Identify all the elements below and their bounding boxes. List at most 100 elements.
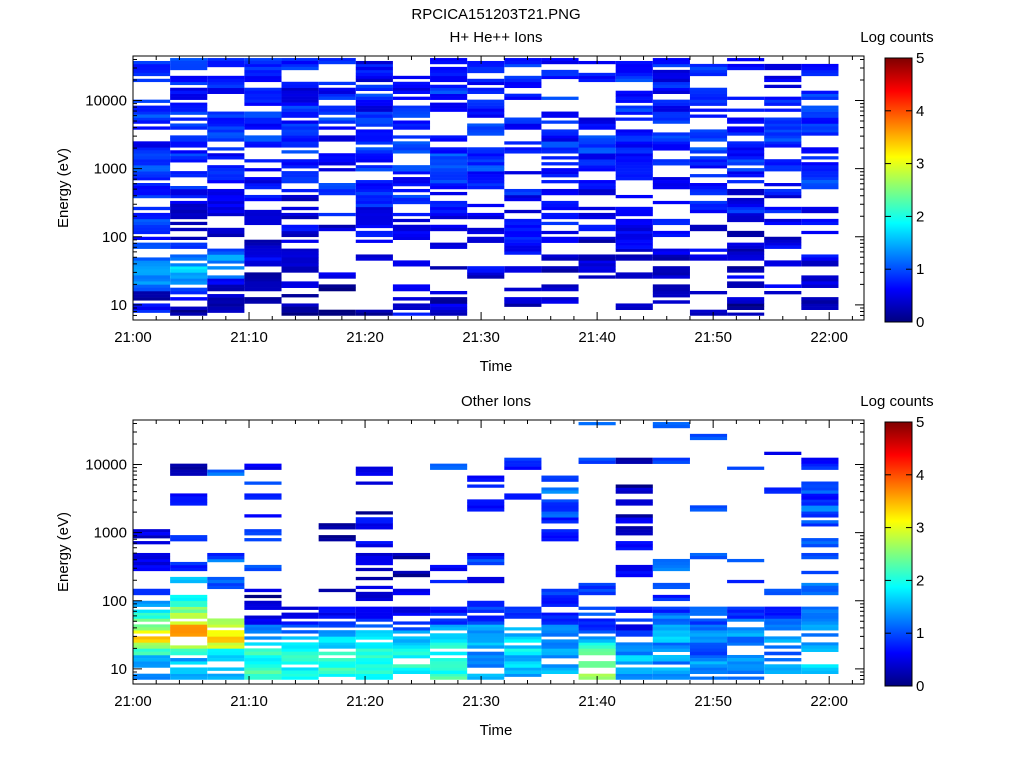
heatmap-cell: [652, 159, 690, 163]
heatmap-cell: [467, 239, 505, 243]
heatmap-cell: [355, 194, 393, 199]
heatmap-cell: [281, 224, 319, 229]
heatmap-cell: [727, 245, 765, 249]
heatmap-cell: [652, 120, 690, 124]
heatmap-cell: [652, 69, 690, 74]
heatmap-cell: [578, 135, 616, 139]
heatmap-cell: [801, 457, 839, 461]
heatmap-cell: [764, 209, 802, 214]
heatmap-cell: [133, 294, 171, 298]
heatmap-cell: [801, 126, 839, 130]
heatmap-cell: [207, 191, 245, 196]
heatmap-cell: [652, 658, 690, 662]
heatmap-cell: [244, 676, 282, 680]
heatmap-cell: [170, 171, 208, 175]
heatmap-cell: [318, 284, 356, 288]
heatmap-cell: [504, 667, 542, 671]
heatmap-cell: [467, 63, 505, 68]
heatmap-cell: [541, 514, 579, 518]
colorbar-tick-label: 2: [916, 208, 924, 225]
heatmap-cell: [467, 212, 505, 217]
heatmap-cell: [170, 676, 208, 680]
heatmap-cell: [430, 212, 468, 217]
heatmap-cell: [467, 269, 505, 273]
heatmap-cell: [541, 72, 579, 77]
heatmap-cell: [727, 108, 765, 112]
heatmap-cell: [652, 221, 690, 226]
heatmap-cell: [727, 150, 765, 154]
heatmap-cell: [281, 111, 319, 115]
heatmap-cell: [281, 230, 319, 235]
heatmap-cell: [133, 150, 171, 154]
heatmap-cell: [355, 630, 393, 634]
heatmap-cell: [207, 642, 245, 646]
heatmap-cell: [281, 651, 319, 656]
heatmap-cell: [541, 505, 579, 509]
x-tick-label: 21:20: [346, 329, 384, 346]
heatmap-cell: [467, 183, 505, 187]
heatmap-cell: [578, 612, 616, 616]
heatmap-cell: [133, 224, 171, 229]
heatmap-cell: [615, 248, 653, 252]
heatmap-cell: [207, 624, 245, 628]
heatmap-cell: [170, 564, 208, 569]
heatmap-cell: [244, 135, 282, 139]
heatmap-cell: [392, 114, 431, 118]
heatmap-cell: [170, 58, 208, 62]
heatmap-cell: [355, 206, 393, 211]
heatmap-cell: [318, 117, 356, 121]
heatmap-cell: [727, 627, 765, 631]
heatmap-cell: [392, 197, 431, 202]
heatmap-cell: [615, 168, 653, 172]
heatmap-cell: [244, 529, 282, 533]
x-tick-label: 21:50: [694, 693, 732, 710]
heatmap-cell: [764, 165, 802, 169]
colorbar-tick-label: 3: [916, 520, 924, 537]
heatmap-cell: [504, 269, 542, 273]
heatmap-cell: [764, 651, 802, 656]
heatmap-cell: [133, 144, 171, 148]
heatmap-cell: [170, 215, 208, 220]
heatmap-cell: [652, 257, 690, 261]
heatmap-cell: [170, 670, 208, 674]
heatmap-cell: [133, 120, 171, 124]
heatmap-cell: [467, 159, 505, 163]
heatmap-cell: [244, 96, 282, 100]
heatmap-cell: [355, 312, 393, 316]
heatmap-cell: [133, 658, 171, 662]
heatmap-cell: [764, 658, 802, 662]
heatmap-cell: [801, 609, 839, 613]
heatmap-cell: [133, 664, 171, 668]
x-tick-label: 21:10: [230, 329, 268, 346]
heatmap-cell: [615, 502, 653, 506]
heatmap-cell: [244, 630, 282, 634]
heatmap-cell: [281, 123, 319, 127]
heatmap-cell: [430, 224, 468, 229]
heatmap-cell: [133, 287, 171, 292]
heatmap-cell: [801, 303, 839, 307]
heatmap-cell: [727, 664, 765, 668]
heatmap-cell: [541, 141, 579, 145]
heatmap-cell: [801, 487, 839, 491]
heatmap-cell: [727, 200, 765, 205]
heatmap-cell: [578, 191, 616, 196]
heatmap-cell: [355, 676, 393, 680]
heatmap-cell: [652, 185, 690, 190]
heatmap-cell: [689, 654, 728, 659]
heatmap-cell: [727, 618, 765, 622]
heatmap-cell: [504, 209, 542, 214]
heatmap-cell: [207, 129, 245, 133]
heatmap-cell: [355, 224, 393, 229]
heatmap-cell: [355, 114, 393, 118]
heatmap-cell: [318, 126, 356, 130]
heatmap-cell: [504, 658, 542, 662]
heatmap-cell: [355, 624, 393, 628]
heatmap-cell: [801, 174, 839, 178]
heatmap-cell: [170, 150, 208, 154]
heatmap-cell: [615, 212, 653, 217]
heatmap-cell: [430, 168, 468, 172]
heatmap-cell: [355, 66, 393, 71]
heatmap-cell: [689, 135, 728, 139]
heatmap-cell: [467, 171, 505, 175]
